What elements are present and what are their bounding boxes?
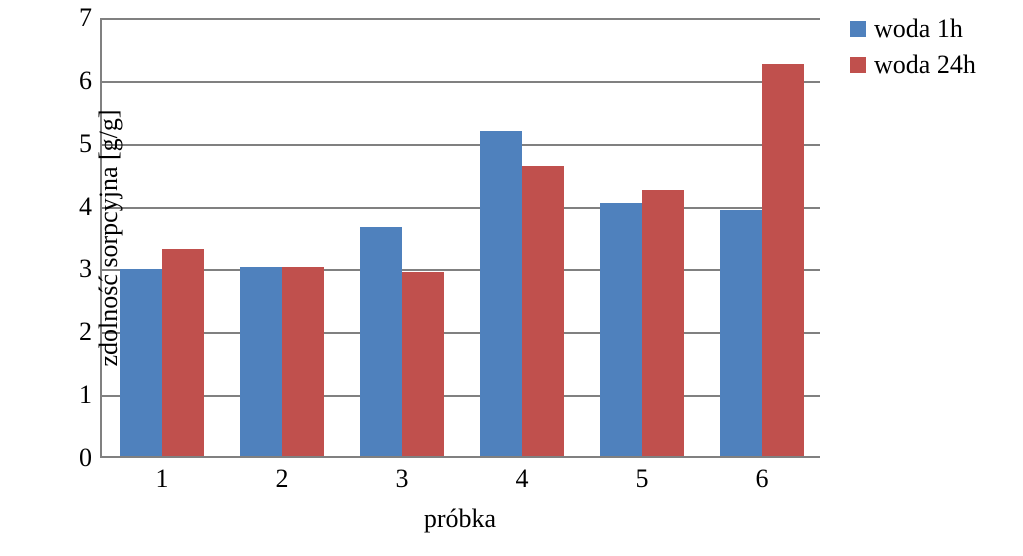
y-tick-label: 0 — [79, 443, 102, 473]
bar — [162, 249, 204, 456]
y-axis-label: zdolność sorpcyjna [g/g] — [94, 109, 124, 366]
legend-item: woda 24h — [850, 50, 976, 80]
bar — [642, 190, 684, 457]
gridline — [102, 395, 820, 397]
plot-area: 01234567123456 — [100, 18, 820, 458]
sorption-chart: 01234567123456 zdolność sorpcyjna [g/g] … — [0, 0, 1023, 556]
legend-label: woda 1h — [874, 14, 963, 44]
bar — [282, 267, 324, 456]
x-axis-label: próbka — [424, 504, 496, 534]
gridline — [102, 144, 820, 146]
bar — [402, 272, 444, 456]
legend-swatch — [850, 21, 866, 37]
bar — [120, 269, 162, 456]
legend-label: woda 24h — [874, 50, 976, 80]
y-tick-label: 1 — [79, 380, 102, 410]
y-tick-label: 7 — [79, 3, 102, 33]
gridline — [102, 269, 820, 271]
x-tick-label: 3 — [396, 456, 409, 494]
x-tick-label: 2 — [276, 456, 289, 494]
bar — [360, 227, 402, 456]
bar — [600, 203, 642, 456]
x-tick-label: 5 — [636, 456, 649, 494]
x-tick-label: 4 — [516, 456, 529, 494]
legend-swatch — [850, 57, 866, 73]
gridline — [102, 332, 820, 334]
bar — [240, 267, 282, 456]
bar — [720, 210, 762, 456]
x-tick-label: 1 — [156, 456, 169, 494]
x-tick-label: 6 — [756, 456, 769, 494]
gridline — [102, 207, 820, 209]
bar — [762, 64, 804, 456]
y-tick-label: 6 — [79, 66, 102, 96]
bar — [522, 166, 564, 456]
gridline — [102, 18, 820, 20]
legend: woda 1h woda 24h — [850, 14, 976, 86]
bar — [480, 131, 522, 456]
legend-item: woda 1h — [850, 14, 976, 44]
gridline — [102, 81, 820, 83]
